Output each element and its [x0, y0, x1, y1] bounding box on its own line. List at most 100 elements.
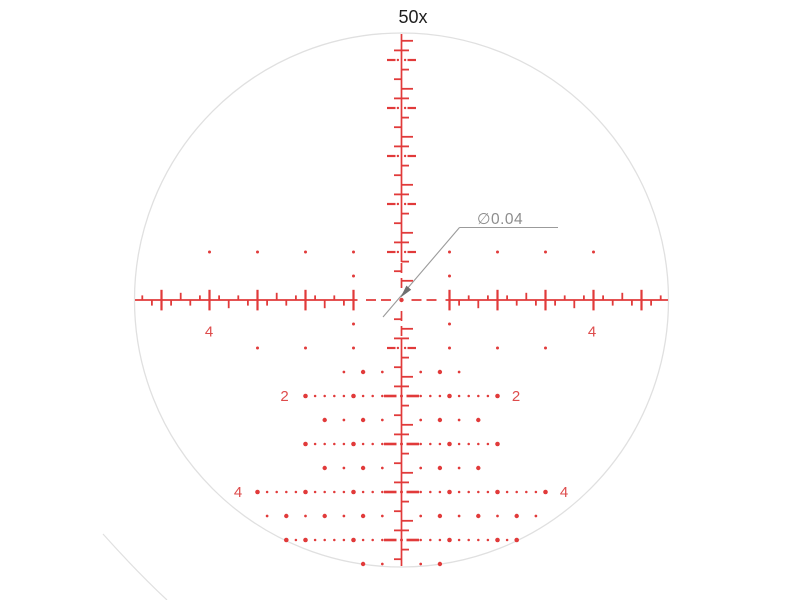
tree-dot — [303, 537, 308, 543]
tree-dot — [313, 538, 317, 542]
tree-dot — [351, 393, 356, 399]
tree-dot — [457, 466, 461, 470]
tree-dot — [360, 369, 366, 375]
tree-dot — [323, 538, 326, 542]
frame-dot — [352, 274, 355, 278]
tree-dot — [476, 465, 481, 471]
tree-dot — [333, 442, 336, 446]
tree-dot — [457, 442, 461, 446]
tree-dot — [457, 394, 461, 398]
tree-dot — [284, 513, 289, 519]
tree-dot — [457, 418, 461, 422]
tree-dot — [419, 490, 422, 494]
mil-bracket-dot — [403, 58, 407, 62]
tree-dot — [514, 537, 519, 543]
tree-dot — [429, 538, 432, 542]
tree-dot — [419, 394, 422, 398]
frame-dot — [304, 346, 307, 350]
tree-dot — [333, 538, 336, 542]
tree-dot — [429, 394, 432, 398]
frame-dot — [496, 346, 499, 350]
tree-dot — [467, 442, 470, 446]
frame-dot — [496, 250, 499, 254]
tree-dot — [457, 490, 461, 494]
tree-dot — [342, 394, 346, 398]
tree-dot — [381, 490, 384, 494]
tree-dot — [447, 537, 452, 543]
tree-dot — [322, 465, 327, 471]
tree-dot — [342, 370, 346, 374]
tree-dot — [419, 442, 422, 446]
tree-dot — [371, 394, 374, 398]
center-aim-dot — [399, 297, 404, 303]
tree-dot — [360, 417, 366, 423]
tree-dot — [495, 441, 500, 447]
tree-dot — [294, 538, 298, 542]
frame-dot — [352, 250, 355, 254]
tree-dot — [543, 489, 548, 495]
tree-dot — [437, 369, 443, 375]
tree-dot — [294, 490, 298, 494]
tree-dot — [361, 490, 365, 494]
tree-dot — [486, 394, 490, 398]
tree-dot — [419, 562, 423, 566]
frame-dot — [208, 250, 211, 254]
leader-line — [382, 227, 460, 318]
mil-bracket-dot — [396, 346, 400, 350]
tree-dot — [514, 513, 519, 519]
tree-dot — [381, 394, 384, 398]
tree-dot — [437, 417, 443, 423]
scope-field-circle — [133, 32, 670, 568]
mil-bracket-dot — [403, 250, 407, 254]
mil-bracket-dot — [403, 154, 407, 158]
tree-dot — [380, 514, 384, 518]
tree-row-center-dot — [400, 394, 403, 398]
tree-dot — [342, 514, 346, 518]
tree-dot — [313, 394, 317, 398]
tree-dot — [322, 513, 327, 519]
tree-dot — [457, 370, 461, 374]
frame-dot — [544, 346, 547, 350]
tree-dot — [505, 538, 509, 542]
mil-number-label: 4 — [588, 324, 596, 341]
tree-dot — [361, 538, 365, 542]
mil-number-label: 4 — [560, 484, 568, 501]
tree-dot — [323, 442, 326, 446]
tree-dot — [467, 394, 470, 398]
magnification-label: 50x — [398, 7, 428, 27]
mil-number-label: 4 — [234, 484, 242, 501]
tree-dot — [322, 417, 327, 423]
mil-number-label: 4 — [205, 324, 213, 341]
frame-dot — [592, 250, 595, 254]
tree-dot — [457, 538, 461, 542]
tree-dot — [342, 466, 346, 470]
frame-dot — [544, 250, 547, 254]
frame-dot — [304, 250, 307, 254]
tree-dot — [323, 394, 326, 398]
frame-dot — [352, 346, 355, 350]
tree-dot — [342, 538, 346, 542]
tree-dot — [534, 490, 538, 494]
tree-dot — [313, 442, 317, 446]
tree-dot — [447, 393, 452, 399]
tree-dot — [419, 466, 423, 470]
tree-dot — [437, 465, 443, 471]
tree-dot — [525, 490, 528, 494]
tree-row-center-dot — [400, 538, 403, 542]
tree-dot — [265, 490, 269, 494]
tree-dot — [285, 490, 288, 494]
mil-number-label: 2 — [280, 388, 288, 405]
frame-dot — [256, 346, 259, 350]
frame-dot — [448, 274, 451, 278]
diameter-annotation-text: ∅0.04 — [477, 211, 523, 228]
mil-bracket-dot — [403, 106, 407, 110]
tree-dot — [333, 394, 336, 398]
tree-dot — [380, 562, 384, 566]
tree-dot — [515, 490, 518, 494]
tree-dot — [304, 514, 307, 518]
tree-dot — [419, 370, 423, 374]
mil-bracket-dot — [396, 58, 400, 62]
tree-dot — [419, 418, 423, 422]
mil-number-label: 2 — [512, 388, 520, 405]
